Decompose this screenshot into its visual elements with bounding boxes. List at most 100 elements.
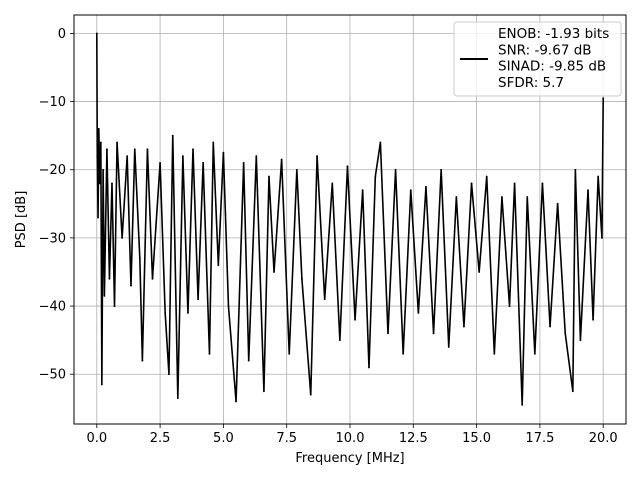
psd-data-point [425, 185, 427, 188]
y-tick-label: 0 [58, 27, 66, 42]
psd-data-point [197, 298, 199, 301]
psd-data-point [126, 155, 129, 158]
psd-data-point [255, 155, 258, 158]
psd-data-point [97, 127, 100, 130]
psd-data-point [176, 397, 179, 399]
psd-data-point [587, 189, 589, 192]
psd-data-point [171, 134, 174, 137]
psd-data-point [268, 175, 270, 178]
psd-data-point [579, 339, 582, 342]
x-tick-label: 7.5 [276, 431, 297, 446]
psd-data-point [541, 182, 544, 185]
legend-entry: SNR: -9.67 dB [498, 42, 592, 58]
psd-data-point [501, 196, 503, 198]
y-tick-label: −40 [39, 300, 66, 315]
psd-data-point [121, 237, 124, 239]
x-axis-label: Frequency [MHz] [295, 451, 404, 466]
psd-data-point [141, 359, 144, 362]
y-axis-label: PSD [dB] [14, 191, 29, 249]
psd-data-point [116, 141, 118, 144]
psd-data-point [447, 346, 450, 348]
legend-entry: SINAD: -9.85 dB [498, 59, 606, 75]
psd-data-point [95, 32, 98, 35]
psd-data-point [323, 298, 326, 301]
x-axis: 0.0 2.5 5.0 7.5 10.0 12.5 15.0 17.5 20.0 [86, 424, 618, 446]
psd-data-point [571, 390, 574, 393]
x-tick-label: 10.0 [336, 431, 365, 446]
x-tick-label: 5.0 [213, 431, 234, 446]
psd-data-point [151, 277, 154, 280]
psd-data-point [309, 393, 312, 396]
psd-data-point [288, 352, 291, 355]
psd-data-point [379, 141, 382, 144]
x-tick-label: 20.0 [589, 431, 618, 446]
psd-data-point [108, 277, 111, 280]
psd-data-point [316, 155, 318, 158]
psd-data-point [212, 141, 215, 144]
psd-data-point [574, 168, 577, 171]
psd-series-line [95, 33, 605, 406]
psd-data-point [521, 404, 524, 406]
y-tick-label: −10 [39, 95, 66, 110]
psd-data-point [493, 352, 496, 355]
psd-data-point [102, 168, 105, 171]
psd-data-point [455, 196, 458, 198]
psd-data-point [338, 339, 341, 342]
legend-entry: ENOB: -1.93 bits [498, 26, 609, 42]
psd-data-point [549, 325, 551, 328]
psd-data-point [208, 352, 211, 355]
y-axis: 0 −10 −20 −30 −40 −50 [39, 27, 74, 383]
psd-data-point [295, 168, 298, 171]
psd-data-point [146, 148, 149, 151]
psd-data-point [463, 325, 465, 328]
psd-data-point [556, 202, 559, 205]
psd-data-point [181, 155, 184, 158]
psd-data-point [331, 182, 334, 185]
psd-data-point [187, 311, 189, 314]
y-tick-label: −50 [39, 368, 66, 383]
psd-data-point [138, 257, 141, 260]
psd-data-point [402, 352, 405, 355]
psd-data-point [526, 196, 529, 198]
legend-entry: SFDR: 5.7 [498, 75, 564, 91]
psd-data-point [417, 311, 420, 314]
psd-data-point [361, 189, 364, 192]
psd-data-point [99, 141, 102, 144]
y-tick-label: −20 [39, 163, 66, 178]
psd-data-point [409, 189, 412, 192]
psd-data-point [263, 390, 265, 393]
psd-data-point [533, 352, 536, 355]
psd-data-point [368, 366, 370, 369]
psd-data-point [432, 332, 435, 335]
psd-data-point [133, 148, 136, 151]
psd-data-point [374, 175, 377, 178]
psd-data-point [192, 148, 194, 151]
psd-data-point [164, 311, 167, 314]
psd-data-point [478, 271, 481, 273]
psd-data-point [222, 151, 225, 154]
psd-data-point [280, 158, 283, 161]
psd-data-point [601, 237, 603, 239]
psd-data-point [394, 168, 397, 171]
psd-data-point [592, 318, 594, 321]
psd-data-point [202, 162, 205, 164]
psd-data-point [470, 182, 473, 185]
psd-data-point [100, 383, 103, 386]
x-tick-label: 2.5 [150, 431, 171, 446]
plot-area [95, 32, 605, 406]
psd-data-point [485, 175, 488, 178]
psd-data-point [103, 294, 106, 297]
psd-data-point [113, 305, 116, 307]
psd-data-point [440, 168, 443, 171]
legend-box [453, 21, 622, 97]
psd-data-point [98, 182, 101, 185]
psd-data-point [346, 165, 349, 168]
psd-data-point [300, 277, 303, 280]
x-tick-label: 17.5 [525, 431, 554, 446]
psd-data-point [96, 155, 99, 158]
psd-data-point [130, 284, 132, 287]
psd-data-point [564, 332, 567, 335]
psd-data-point [242, 162, 245, 164]
